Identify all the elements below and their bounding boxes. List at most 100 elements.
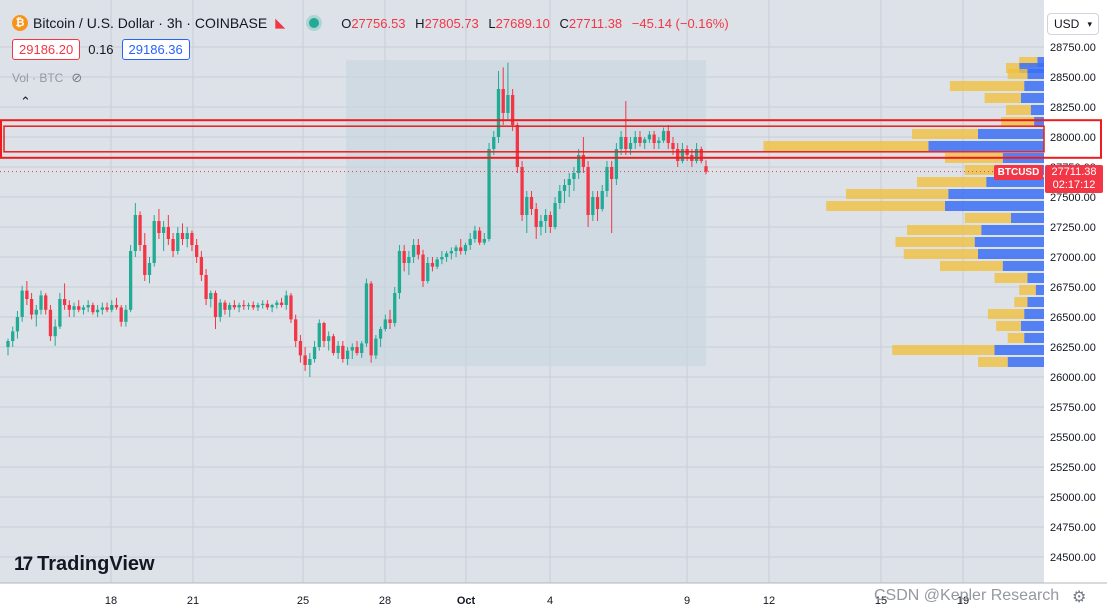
x-tick-label: 18: [105, 595, 117, 607]
candle-body: [77, 306, 81, 310]
candle-body: [270, 305, 274, 308]
volume-profile-down-bar: [1020, 321, 1044, 331]
candle-body: [86, 305, 90, 308]
y-tick-label: 26500.00: [1050, 312, 1096, 324]
volume-profile-down-bar: [1024, 81, 1044, 91]
candle-body: [600, 191, 604, 209]
candle-body: [294, 319, 298, 341]
x-axis[interactable]: 18 21 25 28 Oct 4 9 12 15 19: [0, 582, 1107, 607]
volume-profile-down-bar: [1030, 105, 1044, 115]
volume-profile-up-bar: [964, 165, 1015, 175]
y-tick-label: 28750.00: [1050, 42, 1096, 54]
candle-body: [39, 295, 43, 310]
candle-body: [350, 347, 354, 351]
sell-button[interactable]: 29186.20: [12, 39, 81, 60]
ohlc-readout: O27756.53 H27805.73 L27689.10 C27711.38 …: [341, 16, 734, 31]
volume-profile-up-bar: [1007, 69, 1028, 79]
low-key: L: [488, 15, 496, 31]
candle-body: [591, 197, 595, 215]
volume-profile-down-bar: [994, 345, 1044, 355]
candle-body: [185, 233, 189, 239]
candle-body: [360, 343, 364, 353]
volume-profile-up-bar: [994, 273, 1028, 283]
candle-body: [567, 179, 571, 185]
spread-value: 0.16: [88, 42, 114, 57]
candle-body: [468, 239, 472, 245]
candle-body: [454, 247, 458, 251]
y-tick-label: 25750.00: [1050, 402, 1096, 414]
volume-profile-up-bar: [1006, 63, 1020, 73]
y-tick-label: 27500.00: [1050, 192, 1096, 204]
candle-body: [657, 140, 661, 143]
bar-countdown: 02:17:12: [1052, 179, 1096, 191]
open-key: O: [341, 15, 352, 31]
volume-profile-down-bar: [1027, 273, 1044, 283]
tradingview-logo[interactable]: 17 TradingView: [14, 553, 155, 576]
open-value: 27756.53: [351, 15, 406, 31]
candle-body: [449, 251, 453, 254]
candle-body: [694, 149, 699, 161]
candles: [6, 62, 708, 377]
candle-body: [652, 134, 656, 143]
volume-indicator[interactable]: Vol · BTC ⊘: [12, 70, 82, 86]
candle-body: [157, 221, 161, 233]
candle-body: [110, 305, 114, 310]
candle-body: [610, 167, 614, 179]
candle-body: [81, 307, 86, 310]
flag-icon[interactable]: ◣: [275, 15, 286, 30]
symbol-title[interactable]: Bitcoin / U.S. Dollar · 3h · COINBASE: [33, 15, 268, 31]
candle-body: [161, 227, 166, 233]
candle-body: [496, 89, 501, 137]
volume-profile-down-bar: [928, 141, 1044, 151]
y-axis[interactable]: 28750.0028500.0028250.0028000.0027750.00…: [1050, 42, 1096, 564]
candle-body: [407, 257, 411, 263]
candle-body: [138, 215, 142, 245]
y-tick-label: 27000.00: [1050, 252, 1096, 264]
candle-body: [402, 251, 406, 263]
candle-body: [510, 95, 515, 125]
buy-button[interactable]: 29186.36: [121, 39, 190, 60]
candle-body: [704, 166, 708, 172]
y-tick-label: 26000.00: [1050, 372, 1096, 384]
volume-profile-up-bar: [895, 237, 975, 247]
candle-body: [699, 149, 703, 161]
candle-body: [430, 263, 435, 267]
candle-body: [228, 305, 232, 310]
volume-profile-down-bar: [981, 225, 1044, 235]
volume-profile-up-bar: [826, 201, 945, 211]
candle-body: [647, 134, 652, 140]
close-value: 27711.38: [568, 15, 623, 31]
candle-body: [100, 307, 104, 310]
candle-body: [25, 290, 29, 299]
candle-body: [72, 306, 76, 310]
candle-body: [298, 341, 303, 356]
volume-profile-down-bar: [1027, 297, 1044, 307]
currency-select[interactable]: USD ▾: [1047, 13, 1099, 35]
y-tick-label: 24750.00: [1050, 522, 1096, 534]
candle-body: [133, 215, 137, 251]
gear-icon[interactable]: ⚙: [1072, 589, 1087, 606]
candle-body: [48, 309, 53, 337]
candle-body: [218, 302, 222, 317]
candle-body: [369, 283, 373, 356]
collapse-chevron-icon[interactable]: ⌃: [20, 94, 31, 109]
eye-slash-icon[interactable]: ⊘: [71, 70, 83, 85]
candle-body: [284, 295, 288, 305]
candle-body: [477, 230, 482, 243]
candle-body: [261, 303, 265, 305]
volume-profile-down-bar: [1024, 309, 1044, 319]
candle-body: [426, 263, 430, 281]
tradingview-logo-text: TradingView: [37, 553, 155, 575]
candle-body: [459, 247, 463, 251]
candle-body: [190, 233, 194, 245]
market-status-icon: [309, 18, 320, 28]
x-tick-label: 28: [379, 595, 391, 607]
candle-body: [643, 139, 647, 143]
candle-body: [501, 89, 505, 113]
candle-body: [463, 245, 468, 251]
x-tick-label: 9: [684, 595, 690, 607]
candle-body: [62, 299, 67, 305]
candle-body: [124, 309, 128, 322]
candle-body: [166, 227, 171, 239]
